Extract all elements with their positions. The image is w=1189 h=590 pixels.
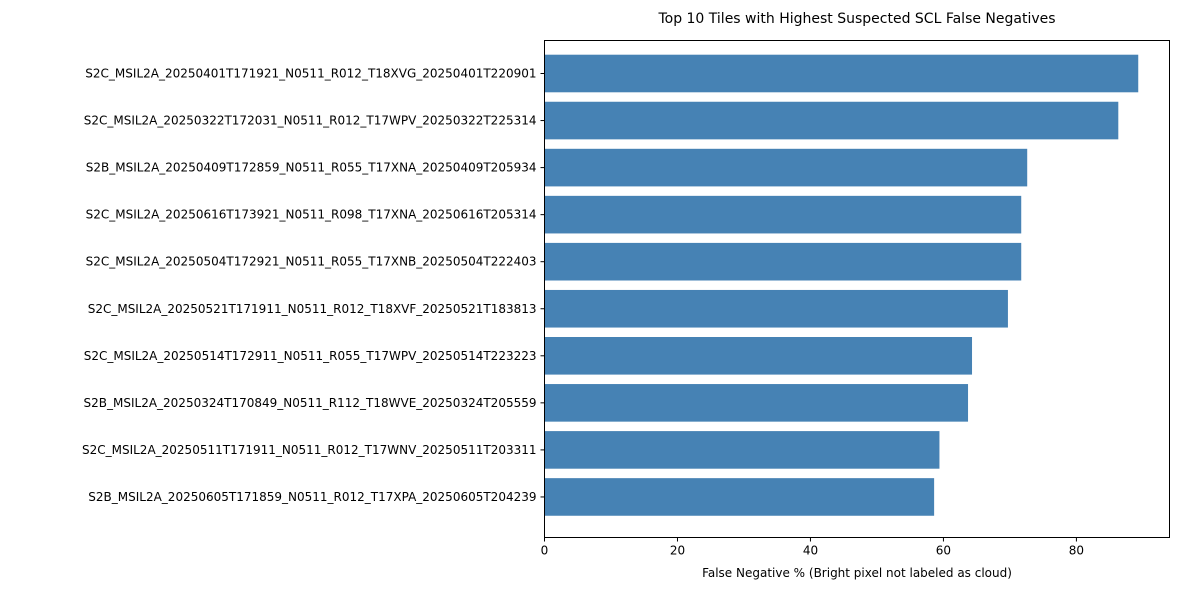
y-tick-label: S2C_MSIL2A_20250401T171921_N0511_R012_T1… xyxy=(85,67,536,81)
x-tick-label: 20 xyxy=(670,544,685,558)
x-tick-label: 0 xyxy=(541,544,549,558)
bar-4 xyxy=(544,195,1022,234)
x-tick-label: 80 xyxy=(1069,544,1084,558)
bar-3 xyxy=(544,148,1028,187)
bar-6 xyxy=(544,289,1008,328)
y-tick-label: S2C_MSIL2A_20250521T171911_N0511_R012_T1… xyxy=(88,302,537,316)
y-tick-label: S2B_MSIL2A_20250324T170849_N0511_R112_T1… xyxy=(84,396,537,410)
y-axis-ticks: S2C_MSIL2A_20250401T171921_N0511_R012_T1… xyxy=(82,67,545,504)
chart-title: Top 10 Tiles with Highest Suspected SCL … xyxy=(657,11,1055,27)
bar-10 xyxy=(544,478,935,516)
y-tick-label: S2C_MSIL2A_20250504T172921_N0511_R055_T1… xyxy=(86,255,537,269)
y-tick-label: S2C_MSIL2A_20250616T173921_N0511_R098_T1… xyxy=(86,208,537,222)
bar-5 xyxy=(544,242,1022,281)
x-tick-label: 60 xyxy=(936,544,951,558)
x-axis-label: False Negative % (Bright pixel not label… xyxy=(702,566,1012,580)
bar-1 xyxy=(544,54,1139,93)
y-tick-label: S2C_MSIL2A_20250514T172911_N0511_R055_T1… xyxy=(84,349,537,363)
x-tick-label: 40 xyxy=(803,544,818,558)
bars-layer xyxy=(544,54,1139,516)
bar-9 xyxy=(544,431,940,469)
bar-8 xyxy=(544,384,969,422)
y-tick-label: S2B_MSIL2A_20250605T171859_N0511_R012_T1… xyxy=(88,490,536,504)
bar-7 xyxy=(544,337,973,375)
y-tick-label: S2C_MSIL2A_20250511T171911_N0511_R012_T1… xyxy=(82,443,537,457)
x-axis-ticks: 0 20 40 60 80 xyxy=(541,537,1084,558)
y-tick-label: S2B_MSIL2A_20250409T172859_N0511_R055_T1… xyxy=(86,161,537,175)
bar-2 xyxy=(544,101,1119,140)
plot-frame xyxy=(544,40,1170,538)
y-tick-label: S2C_MSIL2A_20250322T172031_N0511_R012_T1… xyxy=(84,114,537,128)
